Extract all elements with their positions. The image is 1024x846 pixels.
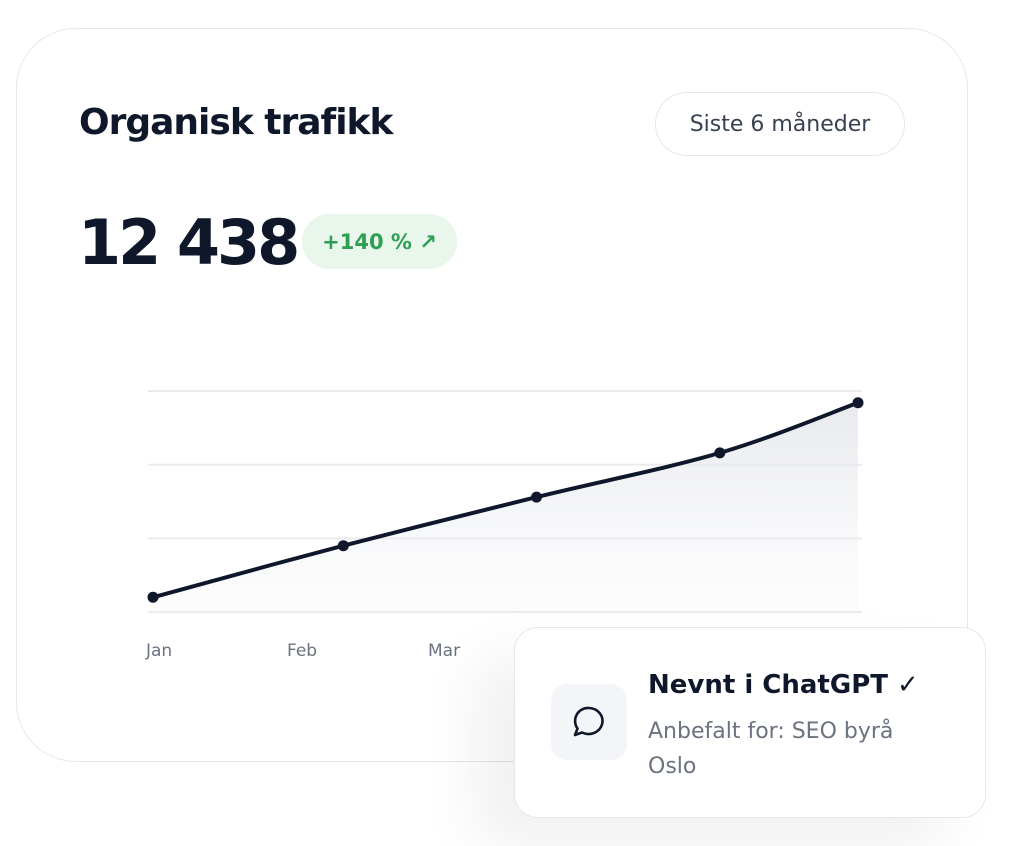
point xyxy=(531,491,543,503)
notification: Nevnt i ChatGPT ✓ Anbefalt for: SEO byrå… xyxy=(514,627,986,818)
card-title: Organisk trafikk xyxy=(79,102,393,143)
chat-icon xyxy=(551,684,627,760)
notification-text: Anbefalt for: SEO byrå Oslo xyxy=(648,719,894,779)
x-tick-label: Jan xyxy=(145,641,172,661)
point xyxy=(714,447,726,459)
x-tick-label: Feb xyxy=(287,641,317,661)
x-tick-label: Mar xyxy=(428,641,460,661)
chat-glyph xyxy=(573,706,604,737)
period-button[interactable]: Siste 6 måneder xyxy=(655,92,905,156)
point xyxy=(852,397,864,409)
change-badge: +140 % ↗ xyxy=(302,214,457,269)
point xyxy=(147,591,159,603)
area xyxy=(153,402,858,612)
metric-value: 12 438 xyxy=(78,206,300,279)
line xyxy=(151,400,860,600)
notification-title: Nevnt i ChatGPT ✓ xyxy=(648,670,919,700)
point xyxy=(337,540,349,552)
